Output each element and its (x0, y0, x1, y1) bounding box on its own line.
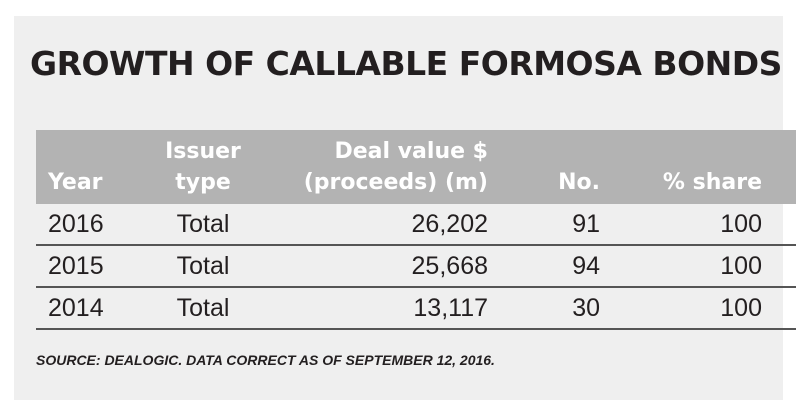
cell-issuer-type: Total (158, 245, 248, 288)
table-body: 2016 Total 26,202 91 100 2015 Total 25,6… (36, 204, 796, 330)
cell-number: 30 (490, 287, 602, 330)
table-row: 2016 Total 26,202 91 100 (36, 204, 796, 246)
data-table-container: Year Issuer type Deal value $ (proceeds)… (36, 130, 796, 330)
header-issuer-type-line-2: type (175, 170, 231, 195)
data-table: Year Issuer type Deal value $ (proceeds)… (36, 130, 796, 330)
header-issuer-type-line-1: Issuer (165, 139, 241, 164)
header-issuer-type: Issuer type (158, 130, 248, 204)
header-deal-value-line-1: Deal value $ (334, 139, 488, 164)
cell-issuer-type: Total (158, 204, 248, 246)
header-share-label: % share (662, 170, 762, 195)
header-number: No. (490, 130, 602, 204)
cell-year: 2016 (36, 204, 158, 246)
header-year: Year (36, 130, 158, 204)
header-number-label: No. (558, 170, 600, 195)
cell-deal-value: 26,202 (248, 204, 490, 246)
cell-year: 2014 (36, 287, 158, 330)
header-share: % share (602, 130, 796, 204)
cell-share: 100 (602, 245, 796, 288)
cell-deal-value: 13,117 (248, 287, 490, 330)
cell-number: 91 (490, 204, 602, 246)
header-row: Year Issuer type Deal value $ (proceeds)… (36, 130, 796, 204)
cell-issuer-type: Total (158, 287, 248, 330)
cell-deal-value: 25,668 (248, 245, 490, 288)
cell-share: 100 (602, 204, 796, 246)
header-deal-value: Deal value $ (proceeds) (m) (248, 130, 490, 204)
header-year-label: Year (48, 170, 103, 195)
cell-year: 2015 (36, 245, 158, 288)
table-row: 2015 Total 25,668 94 100 (36, 245, 796, 288)
chart-title: GROWTH OF CALLABLE FORMOSA BONDS (30, 44, 782, 83)
cell-share: 100 (602, 287, 796, 330)
table-row: 2014 Total 13,117 30 100 (36, 287, 796, 330)
source-note: SOURCE: DEALOGIC. DATA CORRECT AS OF SEP… (36, 352, 495, 368)
header-deal-value-line-2: (proceeds) (m) (303, 170, 488, 195)
cell-number: 94 (490, 245, 602, 288)
table-header: Year Issuer type Deal value $ (proceeds)… (36, 130, 796, 204)
